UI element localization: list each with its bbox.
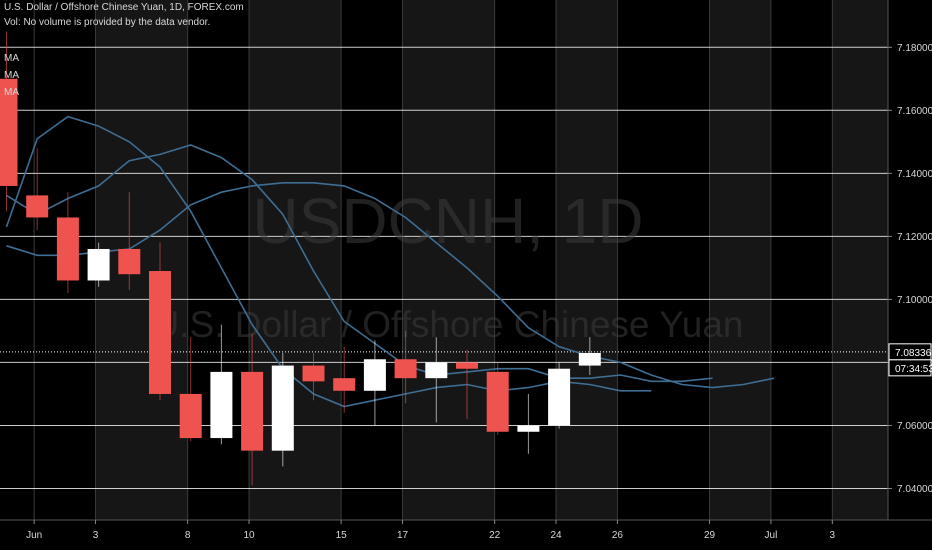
candle-body <box>302 365 325 382</box>
candle-body <box>87 248 110 281</box>
chart-title: U.S. Dollar / Offshore Chinese Yuan, 1D,… <box>4 2 244 13</box>
candlestick[interactable] <box>179 337 202 442</box>
candlestick[interactable] <box>333 346 356 413</box>
session-band <box>556 0 618 520</box>
candle-body <box>26 195 49 218</box>
price-tick-label: 7.14000 <box>897 169 932 180</box>
candle-body <box>333 378 356 391</box>
countdown-tag <box>888 359 932 377</box>
time-tick-label: 29 <box>704 530 716 541</box>
price-tick-label: 7.06000 <box>897 421 932 432</box>
candlestick[interactable] <box>456 349 478 420</box>
candlestick[interactable] <box>87 242 110 287</box>
session-band <box>95 0 188 520</box>
moving-average-line <box>6 182 775 389</box>
candle-body <box>56 217 79 281</box>
volume-note: Vol: No volume is provided by the data v… <box>4 17 211 28</box>
price-tick-label: 7.18000 <box>897 43 932 54</box>
time-tick-label: 22 <box>489 530 501 541</box>
candle-body <box>517 425 540 432</box>
candle-body <box>118 248 141 275</box>
time-tick-label: 3 <box>93 530 99 541</box>
candle-body <box>578 352 601 366</box>
moving-average-line <box>5 115 652 408</box>
candlestick[interactable] <box>578 337 601 376</box>
candle-body <box>486 371 509 432</box>
time-tick-label: 10 <box>243 530 255 541</box>
price-tick-label: 7.16000 <box>897 106 932 117</box>
session-band <box>402 0 495 520</box>
time-tick-label: 3 <box>830 530 836 541</box>
candle-body <box>149 271 171 394</box>
candle-body <box>548 368 571 426</box>
candlestick[interactable] <box>271 352 294 467</box>
time-tick-label: 8 <box>185 530 191 541</box>
time-axis[interactable] <box>0 520 932 550</box>
candle-body <box>394 359 417 379</box>
session-band <box>709 0 771 520</box>
session-band <box>249 0 342 520</box>
price-tick-label: 7.12000 <box>897 232 932 243</box>
time-tick-label: 24 <box>550 530 562 541</box>
candle-body <box>271 365 294 451</box>
price-tick-label: 7.10000 <box>897 295 932 306</box>
time-tick-label: 26 <box>612 530 624 541</box>
candlestick[interactable] <box>363 340 386 426</box>
candle-body <box>210 371 233 439</box>
ma-indicator-label[interactable]: MA <box>4 87 19 98</box>
time-tick-label: 15 <box>336 530 348 541</box>
moving-average-line <box>6 144 713 383</box>
candlestick[interactable] <box>517 393 540 454</box>
ma-indicator-label[interactable]: MA <box>4 70 19 81</box>
countdown-label: 07:34:53 <box>895 364 932 375</box>
candle-body <box>179 393 202 439</box>
time-tick-label: Jun <box>26 530 42 541</box>
candlestick[interactable] <box>210 324 233 445</box>
candlestick[interactable] <box>26 148 49 231</box>
session-band <box>832 0 888 520</box>
candlestick[interactable] <box>302 352 325 401</box>
candlestick[interactable] <box>0 31 18 212</box>
ma-indicator-label[interactable]: MA <box>4 53 19 64</box>
watermark-name: U.S. Dollar / Offshore Chinese Yuan <box>153 304 744 345</box>
candlestick[interactable] <box>394 330 417 404</box>
candlestick[interactable] <box>425 337 448 423</box>
candle-body <box>241 371 264 451</box>
candlestick[interactable] <box>486 362 509 435</box>
candlestick[interactable] <box>149 242 171 401</box>
time-tick-label: Jul <box>765 530 778 541</box>
last-price-label: 7.08336 <box>895 348 932 359</box>
candlestick[interactable] <box>56 192 79 294</box>
time-tick-label: 17 <box>397 530 409 541</box>
price-axis[interactable] <box>888 0 932 550</box>
candle-body <box>456 362 478 369</box>
candlestick[interactable] <box>118 192 141 290</box>
candle-body <box>0 78 18 186</box>
candle-body <box>425 362 448 379</box>
watermark-symbol: USDCNH, 1D <box>252 185 643 257</box>
candle-body <box>363 359 386 391</box>
candlestick[interactable] <box>548 362 571 429</box>
price-tick-label: 7.04000 <box>897 484 932 495</box>
candlestick[interactable] <box>241 334 264 486</box>
